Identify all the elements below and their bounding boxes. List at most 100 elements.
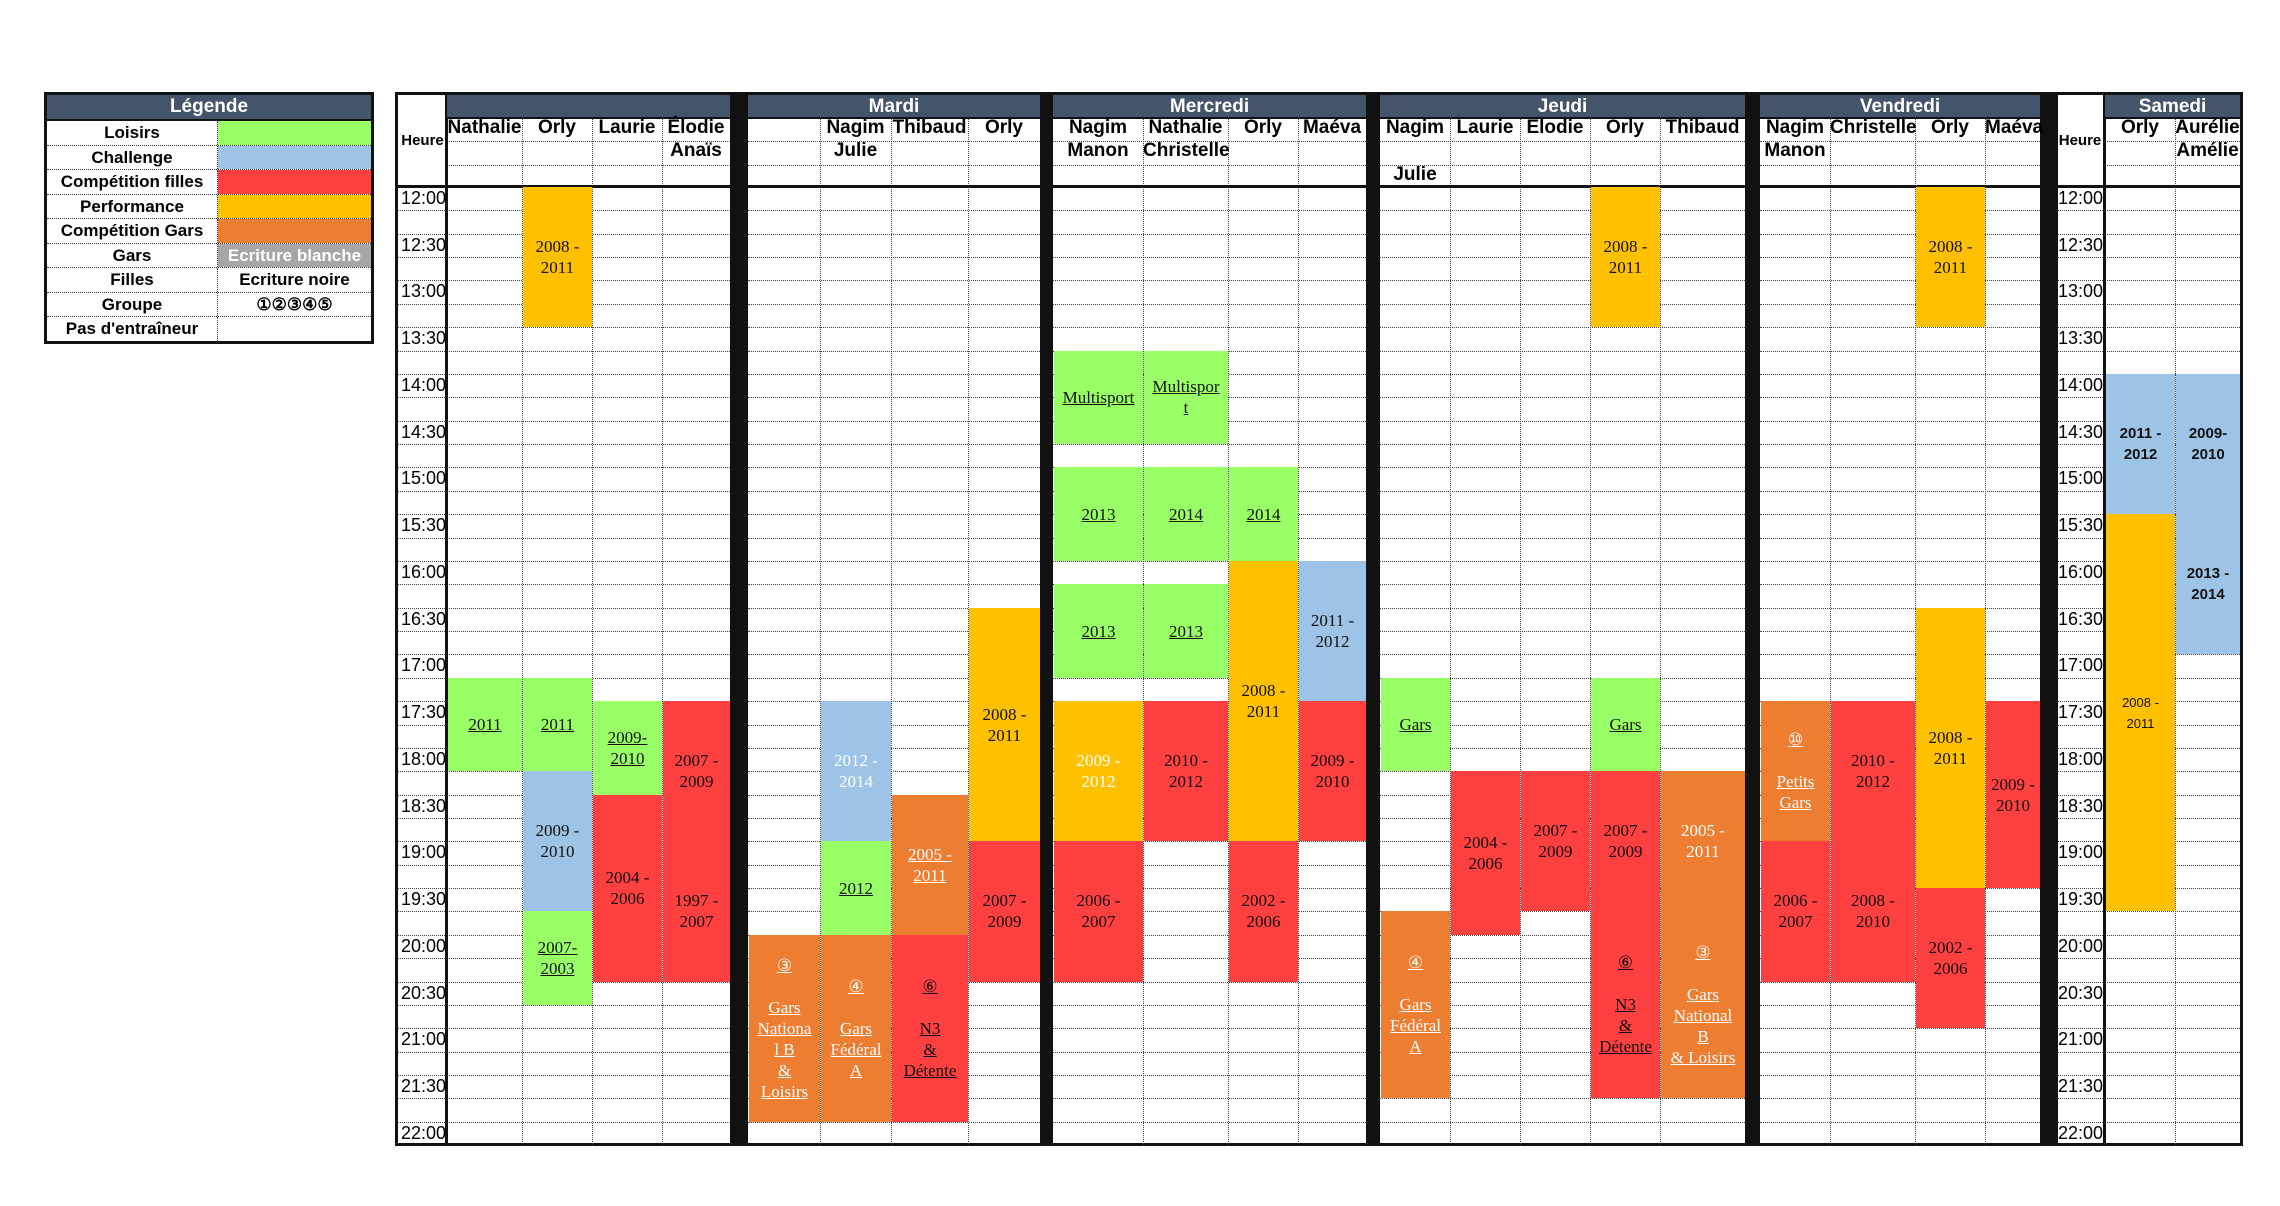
session-block-competition-filles[interactable]: 2002 - 2006: [1916, 888, 1985, 1029]
grid-line: [2055, 233, 2105, 235]
session-block-performance[interactable]: 2008 - 2011: [523, 187, 592, 328]
session-block-challenge[interactable]: 2013 - 2014: [2176, 514, 2240, 655]
column-line: [522, 117, 523, 1146]
session-block-challenge[interactable]: 2012 - 2014: [821, 701, 891, 842]
legend-row-none: Pas d'entraîneur: [47, 317, 371, 341]
session-block-competition-filles[interactable]: 2004 - 2006: [593, 794, 662, 982]
grid-line: [748, 350, 1040, 352]
grid-line: [748, 257, 1040, 259]
grid-line: [2055, 303, 2105, 305]
session-block-loisirs[interactable]: 2013: [1054, 584, 1143, 678]
session-block-performance[interactable]: 2008 - 2011: [1229, 560, 1298, 842]
session-block-competition-filles[interactable]: 2007 - 2009: [1521, 771, 1590, 912]
time-label: 14:00: [2058, 374, 2104, 395]
grid-line: [2055, 1028, 2105, 1030]
session-block-challenge[interactable]: 2011 - 2012: [2106, 373, 2175, 515]
session-block-competition-gars[interactable]: ③ Gars National B & Loisirs: [1661, 911, 1745, 1099]
session-label: 2002 - 2006: [1241, 891, 1286, 932]
grid-line: [2055, 677, 2105, 679]
session-block-competition-filles[interactable]: ⑥ N3 & Détente: [892, 934, 968, 1122]
session-block-performance[interactable]: 2008 - 2011: [1591, 187, 1660, 328]
session-block-performance[interactable]: 2009 - 2012: [1054, 701, 1143, 842]
grid-line: [1053, 934, 1366, 936]
grid-line: [2055, 864, 2105, 866]
grid-line: [447, 397, 730, 399]
session-block-competition-gars[interactable]: ⑩ Petits Gars: [1761, 701, 1830, 842]
session-block-competition-gars[interactable]: 2005 - 2011: [892, 794, 968, 935]
session-block-competition-filles[interactable]: 2007 - 2009: [663, 701, 730, 842]
session-block-performance[interactable]: 2008 - 2011: [969, 607, 1040, 842]
grid-line: [447, 560, 730, 562]
session-block-challenge[interactable]: 2009 - 2010: [523, 771, 592, 912]
session-block-competition-filles[interactable]: 2009 - 2010: [1299, 701, 1366, 842]
session-block-competition-gars[interactable]: ③ Gars Nationa l B & Loisirs: [749, 934, 820, 1122]
session-block-competition-filles[interactable]: 2008 - 2010: [1831, 841, 1915, 982]
grid-line: [2105, 958, 2240, 960]
coach-name: Christelle: [1143, 140, 1230, 162]
session-block-loisirs[interactable]: 2009- 2010: [593, 701, 662, 795]
legend-label: Groupe: [47, 292, 218, 316]
grid-line: [2055, 701, 2105, 703]
session-block-competition-filles[interactable]: 2010 - 2012: [1831, 701, 1915, 842]
header-divider: [447, 185, 730, 188]
grid-line: [1380, 1121, 1745, 1123]
session-block-competition-filles[interactable]: 2007 - 2009: [1591, 771, 1660, 912]
grid-line: [1760, 327, 2040, 329]
header-line: [447, 165, 730, 166]
grid-line: [1380, 631, 1745, 633]
session-block-competition-filles[interactable]: 2010 - 2012: [1144, 701, 1228, 842]
session-block-performance[interactable]: 2008 - 2011: [1916, 187, 1985, 328]
time-label: 13:30: [401, 328, 447, 349]
grid-line: [748, 701, 1040, 703]
grid-line: [2055, 584, 2105, 586]
legend-swatch: [218, 219, 371, 243]
session-label: 2009 - 2010: [535, 821, 580, 862]
session-block-competition-filles[interactable]: 2006 - 2007: [1054, 841, 1143, 982]
session-block-loisirs[interactable]: 2012: [821, 841, 891, 935]
session-block-loisirs[interactable]: 2013: [1054, 467, 1143, 561]
session-block-loisirs[interactable]: Multispor t: [1144, 350, 1228, 445]
session-block-competition-filles[interactable]: 2002 - 2006: [1229, 841, 1298, 982]
grid-line: [748, 280, 1040, 282]
session-label: 2007- 2003: [537, 938, 578, 979]
session-block-loisirs[interactable]: 2013: [1144, 584, 1228, 678]
session-block-competition-filles[interactable]: 2007 - 2009: [969, 841, 1040, 982]
session-block-competition-filles[interactable]: 2004 - 2006: [1451, 771, 1520, 935]
grid-line: [398, 257, 447, 259]
session-block-competition-filles[interactable]: ⑥ N3 & Détente: [1591, 911, 1660, 1099]
grid-line: [1760, 514, 2040, 516]
grid-line: [398, 1004, 447, 1006]
session-block-competition-filles[interactable]: 1997 - 2007: [663, 841, 730, 982]
grid-line: [1380, 654, 1745, 656]
grid-line: [2105, 1121, 2240, 1123]
grid-line: [1380, 373, 1745, 375]
grid-line: [1380, 958, 1745, 960]
grid-line: [447, 1051, 730, 1053]
grid-line: [1380, 677, 1745, 679]
session-block-competition-gars[interactable]: 2005 - 2011: [1661, 771, 1745, 912]
session-block-performance[interactable]: 2008 - 2011: [2106, 514, 2175, 912]
session-block-loisirs[interactable]: 2011: [523, 677, 592, 772]
session-block-challenge[interactable]: 2011 - 2012: [1299, 560, 1366, 702]
session-block-competition-gars[interactable]: ④ Gars Fédéral A: [821, 934, 891, 1122]
session-block-loisirs[interactable]: Gars: [1591, 677, 1660, 772]
session-block-loisirs[interactable]: Gars: [1381, 677, 1450, 772]
session-block-competition-filles[interactable]: 2009 - 2010: [1986, 701, 2040, 889]
session-block-performance[interactable]: 2008 - 2011: [1916, 607, 1985, 889]
grid-line: [398, 514, 447, 516]
session-block-loisirs[interactable]: Multisport: [1054, 350, 1143, 445]
session-block-competition-filles[interactable]: 2006 - 2007: [1761, 841, 1830, 982]
grid-line: [398, 771, 447, 773]
grid-line: [2055, 888, 2105, 890]
session-block-loisirs[interactable]: 2014: [1144, 467, 1228, 561]
session-block-challenge[interactable]: 2009- 2010: [2176, 373, 2240, 515]
session-block-loisirs[interactable]: 2011: [448, 677, 522, 772]
time-label: 22:00: [401, 1122, 447, 1143]
session-block-loisirs[interactable]: 2007- 2003: [523, 911, 592, 1005]
session-block-loisirs[interactable]: 2014: [1229, 467, 1298, 561]
grid-line: [398, 631, 447, 633]
session-label: 2010 - 2012: [1851, 751, 1895, 792]
time-label: 13:00: [2058, 281, 2104, 302]
time-label: 19:00: [2058, 842, 2104, 863]
session-block-competition-gars[interactable]: ④ Gars Fédéral A: [1381, 911, 1450, 1099]
